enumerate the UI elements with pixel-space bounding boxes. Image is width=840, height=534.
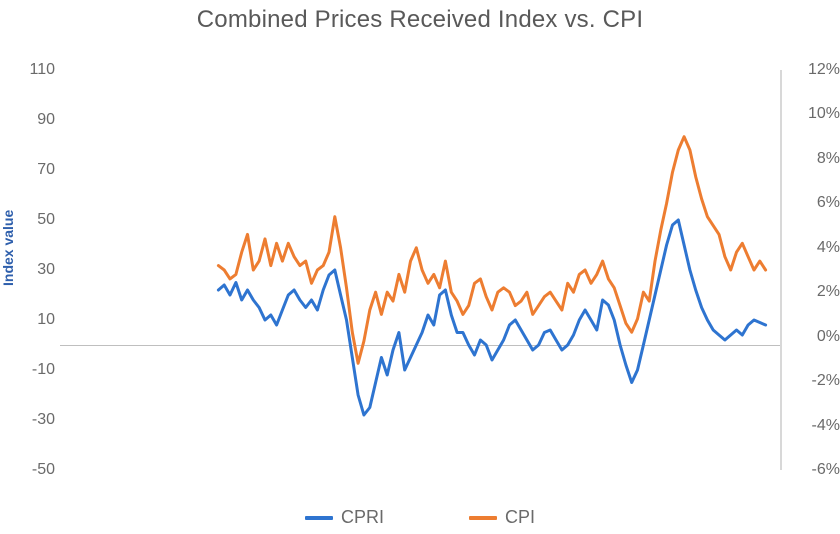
legend-swatch-cpi — [469, 516, 497, 520]
y-left-ticks: 1109070503010-10-30-50 — [0, 70, 55, 470]
y-right-tick: 2% — [785, 283, 840, 301]
y-left-tick: -10 — [0, 361, 55, 379]
y-right-tick: 12% — [785, 61, 840, 79]
series-cpri — [218, 220, 765, 415]
plot-area — [60, 70, 780, 470]
series-cpi — [218, 137, 765, 364]
legend-label-cpi: CPI — [505, 507, 535, 528]
y-right-tick: 6% — [785, 194, 840, 212]
legend-item-cpri: CPRI — [305, 507, 384, 528]
y-left-tick: 30 — [0, 261, 55, 279]
y-left-tick: -30 — [0, 411, 55, 429]
y-left-tick: 90 — [0, 111, 55, 129]
y-right-tick: 8% — [785, 150, 840, 168]
y-right-tick: -4% — [785, 417, 840, 435]
y-right-tick: 0% — [785, 328, 840, 346]
y-left-tick: 10 — [0, 311, 55, 329]
y-left-tick: 70 — [0, 161, 55, 179]
y-right-tick: 4% — [785, 239, 840, 257]
chart-container: Combined Prices Received Index vs. CPI I… — [0, 0, 840, 534]
y-left-tick: -50 — [0, 461, 55, 479]
legend-item-cpi: CPI — [469, 507, 535, 528]
y-right-tick: -2% — [785, 372, 840, 390]
right-border — [780, 70, 782, 470]
y-right-tick: 10% — [785, 105, 840, 123]
legend: CPRI CPI — [0, 504, 840, 529]
y-left-tick: 110 — [0, 61, 55, 79]
y-left-tick: 50 — [0, 211, 55, 229]
legend-label-cpri: CPRI — [341, 507, 384, 528]
legend-swatch-cpri — [305, 516, 333, 520]
plot-svg — [60, 70, 780, 470]
y-right-ticks: 12%10%8%6%4%2%0%-2%-4%-6% — [785, 70, 840, 470]
chart-title: Combined Prices Received Index vs. CPI — [0, 6, 840, 34]
y-right-tick: -6% — [785, 461, 840, 479]
